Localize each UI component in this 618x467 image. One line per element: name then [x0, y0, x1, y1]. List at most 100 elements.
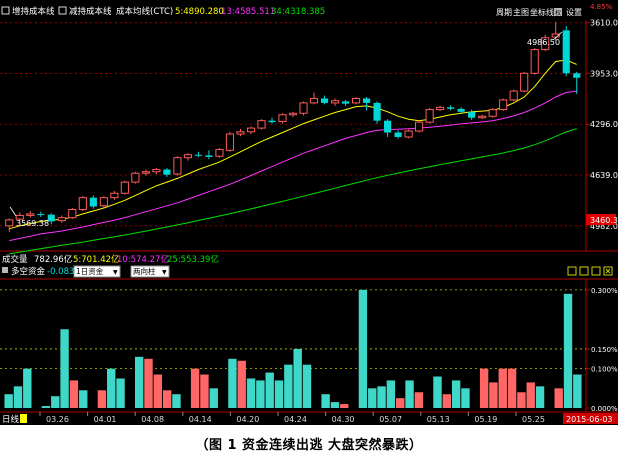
candle-body [236, 131, 245, 135]
candle [362, 96, 371, 111]
increase-cost-checkbox[interactable] [1, 6, 10, 15]
candle [268, 117, 276, 124]
candle-body [15, 214, 24, 220]
flow-bar [489, 382, 498, 408]
bar-type-select[interactable] [130, 265, 170, 278]
rights-icon[interactable] [554, 8, 562, 16]
candle [246, 126, 256, 134]
flow-tick-label: 0.300% [591, 287, 618, 295]
candle [120, 180, 129, 195]
candle [541, 34, 550, 52]
candle-body [47, 214, 55, 222]
ma-line-34 [9, 128, 577, 255]
bar-type-select-value: 两向柱 [133, 266, 156, 276]
candle [89, 195, 97, 209]
candle [78, 196, 87, 211]
candle-body [26, 213, 35, 216]
candle [194, 151, 202, 157]
flow-bar [190, 368, 200, 408]
flow-bars [4, 289, 582, 408]
flow-bar [265, 372, 274, 408]
flow-bar [517, 392, 526, 408]
collapse-icon[interactable] [567, 266, 577, 276]
flow-bar [153, 374, 163, 408]
flow-bar [321, 394, 330, 408]
price-tick-label: 4639.0 [590, 171, 618, 180]
flow-bar [200, 374, 209, 408]
flow-bar [256, 380, 265, 408]
chart-canvas: 增持成本线 减持成本线 成本均线(CTC) 5:4890.280 13:4585… [0, 0, 618, 425]
candle-body [37, 213, 45, 215]
candle [341, 99, 350, 106]
flow-bar [563, 293, 573, 408]
flow-bar [246, 378, 256, 408]
settings-button[interactable]: 设置 [566, 7, 582, 17]
help-icon[interactable] [591, 266, 601, 276]
candle [573, 71, 581, 95]
candle-body [551, 33, 560, 38]
settings-icon[interactable] [579, 266, 589, 276]
flow-bar [69, 380, 79, 408]
price-tick-label: 4982.0 [590, 222, 618, 231]
date-tick-label: 05.25 [522, 415, 545, 424]
candle-body [120, 181, 129, 194]
period-button[interactable]: 周期 [496, 8, 512, 17]
volume-ma25: 25:553.39亿 [167, 254, 219, 265]
candle-body [436, 106, 445, 111]
candle [520, 71, 529, 93]
low-annotation: 3569.38 [9, 206, 49, 228]
axis-button[interactable]: 坐标线 [530, 7, 554, 17]
candle-body [205, 155, 213, 157]
candle [478, 114, 487, 120]
figure-caption: （图 1 资金连续出逃 大盘突然暴跌） [195, 438, 423, 453]
candle [468, 109, 476, 120]
chart-background [0, 0, 618, 425]
main-chart-button[interactable]: 主图 [513, 7, 529, 17]
candle [457, 107, 465, 115]
candle-body [246, 127, 256, 133]
candle-body [257, 120, 266, 129]
candle [205, 150, 213, 160]
candle [447, 105, 455, 111]
candle-body [457, 108, 465, 112]
flow-bar [554, 388, 563, 408]
flow-bar [451, 380, 461, 408]
flow-bar [414, 392, 424, 408]
candle-body [384, 120, 392, 133]
close-icon[interactable] [603, 266, 613, 276]
flow-bar [442, 394, 452, 408]
flow-label: 多空资金 [11, 266, 46, 277]
change-percent: 4.85% [590, 3, 613, 11]
candle-body [288, 112, 298, 116]
ma13-value: 13:4585.511 [221, 7, 275, 17]
flow-bar [302, 364, 312, 408]
candle-body [225, 133, 235, 151]
price-tick-label: 4296.0 [590, 120, 618, 129]
candle-body [68, 209, 77, 219]
flow-bar [209, 388, 218, 408]
candle-body [541, 37, 550, 51]
flow-bar [479, 368, 489, 408]
candle [320, 95, 329, 105]
flow-tick-label: 0.150% [591, 346, 618, 354]
candle [394, 130, 402, 139]
volume-total: 782.96亿 [34, 254, 72, 265]
flow-bar [377, 386, 386, 408]
flow-bar [405, 380, 414, 408]
candle [562, 25, 570, 77]
chevron-down-icon: ▼ [162, 269, 167, 276]
candle [173, 156, 182, 176]
date-tick-label: 03.26 [46, 415, 69, 424]
decrease-cost-checkbox[interactable] [58, 6, 67, 15]
period-switch-icon[interactable] [20, 414, 27, 423]
candle-body [351, 97, 361, 104]
rights-button[interactable]: 权 [555, 9, 561, 17]
candle [163, 168, 171, 177]
period-select[interactable] [73, 265, 121, 278]
candle-body [573, 73, 581, 78]
candle [26, 210, 35, 218]
panel-toggle-icon[interactable] [2, 267, 8, 273]
high-value: 4986.50 [527, 38, 560, 47]
flow-bar [433, 376, 442, 408]
candle-body [299, 102, 308, 114]
